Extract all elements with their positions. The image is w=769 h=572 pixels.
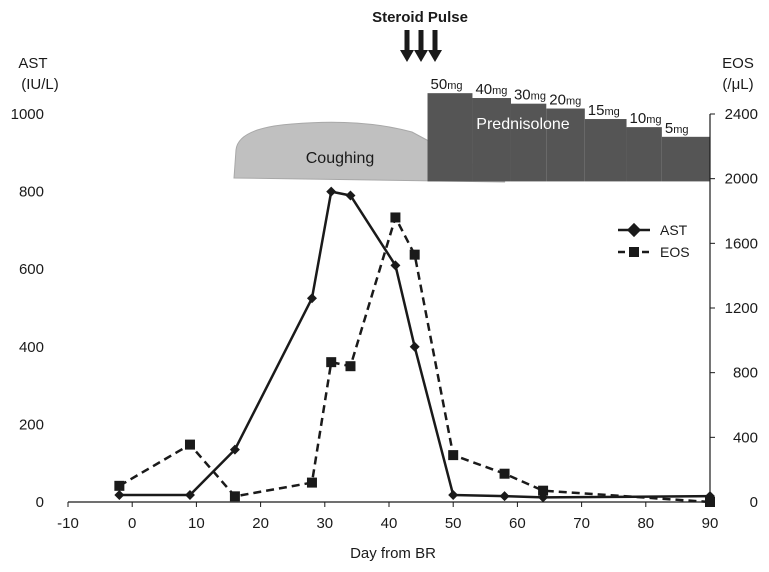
left-axis-title-line1: AST xyxy=(18,55,47,72)
dose-label: 30mg xyxy=(514,87,546,104)
prednisolone-step xyxy=(626,127,662,182)
legend-eos-label: EOS xyxy=(660,244,690,260)
dose-label: 10mg xyxy=(630,110,662,127)
legend: AST EOS xyxy=(618,222,690,260)
axes: -10 0 10 20 30 40 50 60 70 80 90 0 200 400 600 800 1000 0… xyxy=(11,106,758,532)
prednisolone-label: Prednisolone xyxy=(476,116,570,133)
right-y-tick-label: 1200 xyxy=(725,300,758,317)
right-y-tick-label: 2000 xyxy=(725,171,758,188)
x-tick-label: 10 xyxy=(188,515,205,532)
x-tick-label: 40 xyxy=(381,515,398,532)
series-ast-point xyxy=(229,444,240,455)
x-tick-label: 70 xyxy=(573,515,590,532)
series-eos-point xyxy=(705,497,715,507)
series-ast-point xyxy=(409,341,420,352)
series-ast-point xyxy=(306,293,317,304)
dose-label: 40mg xyxy=(475,81,507,98)
x-tick-label: 30 xyxy=(316,515,333,532)
right-y-tick-label: 400 xyxy=(733,429,758,446)
series-eos-point xyxy=(499,468,510,479)
series-eos-point xyxy=(184,439,195,450)
right-y-tick-label: 2400 xyxy=(725,106,758,123)
x-axis-title: Day from BR xyxy=(350,545,436,562)
right-axis-title-line2: (/μL) xyxy=(722,76,753,93)
dose-label: 15mg xyxy=(588,102,620,119)
series-eos-point xyxy=(390,212,401,223)
x-tick-label: 80 xyxy=(637,515,654,532)
prednisolone-step xyxy=(584,119,627,182)
down-arrow-head-icon xyxy=(414,50,428,62)
left-y-tick-label: 0 xyxy=(36,494,44,511)
legend-ast-marker xyxy=(626,222,642,238)
series-eos-point xyxy=(409,249,420,260)
right-axis-title-line1: EOS xyxy=(722,55,754,72)
series-ast-point xyxy=(345,190,356,201)
series-ast-point xyxy=(390,260,401,271)
series-ast-point xyxy=(114,490,125,501)
steroid-pulse-label: Steroid Pulse xyxy=(372,9,468,26)
steroid-pulse-annotation: Steroid Pulse xyxy=(372,9,468,62)
prednisolone-step xyxy=(546,108,585,182)
dose-label: 20mg xyxy=(549,92,581,109)
x-tick-label: 90 xyxy=(702,515,719,532)
down-arrow-icon xyxy=(432,30,438,52)
down-arrow-head-icon xyxy=(428,50,442,62)
series-eos-point xyxy=(306,477,317,488)
series-ast-line xyxy=(119,190,711,499)
series-eos-point xyxy=(538,485,549,496)
prednisolone-step xyxy=(661,136,710,182)
down-arrow-icon xyxy=(404,30,410,52)
left-y-tick-label: 800 xyxy=(19,184,44,201)
series-eos-point xyxy=(114,480,125,491)
series-eos-point xyxy=(345,361,356,372)
left-y-tick-label: 1000 xyxy=(11,106,44,123)
prednisolone-step xyxy=(427,93,473,182)
series-eos-point xyxy=(229,491,240,502)
right-y-tick-label: 1600 xyxy=(725,235,758,252)
down-arrow-head-icon xyxy=(400,50,414,62)
series-ast-point xyxy=(499,491,510,502)
left-y-tick-label: 600 xyxy=(19,261,44,278)
series-eos-point xyxy=(448,450,459,461)
x-tick-label: 20 xyxy=(252,515,269,532)
legend-eos-marker xyxy=(629,247,639,257)
dose-label: 5mg xyxy=(665,120,689,137)
x-tick-label: -10 xyxy=(57,515,79,532)
right-y-tick-label: 800 xyxy=(733,365,758,382)
series-ast-point xyxy=(448,490,459,501)
series-eos-line xyxy=(118,216,711,504)
x-tick-label: 0 xyxy=(128,515,136,532)
left-y-tick-label: 200 xyxy=(19,416,44,433)
dose-label: 50mg xyxy=(431,76,463,93)
legend-ast-label: AST xyxy=(660,222,688,238)
series-eos-point xyxy=(326,357,337,368)
x-tick-label: 50 xyxy=(445,515,462,532)
right-y-tick-label: 0 xyxy=(750,494,758,511)
coughing-label: Coughing xyxy=(306,150,375,167)
prednisolone-step xyxy=(510,103,547,182)
prednisolone-step xyxy=(472,98,511,182)
left-axis-title-line2: (IU/L) xyxy=(21,76,59,93)
prednisolone-annotation: 50mg 40mg 30mg 20mg 15mg 10mg 5mg Prednisolone xyxy=(427,76,710,182)
series-layer xyxy=(114,186,715,507)
series-ast-point xyxy=(184,490,195,501)
left-y-tick-label: 400 xyxy=(19,339,44,356)
x-tick-label: 60 xyxy=(509,515,526,532)
down-arrow-icon xyxy=(418,30,424,52)
series-ast-point xyxy=(326,186,337,197)
